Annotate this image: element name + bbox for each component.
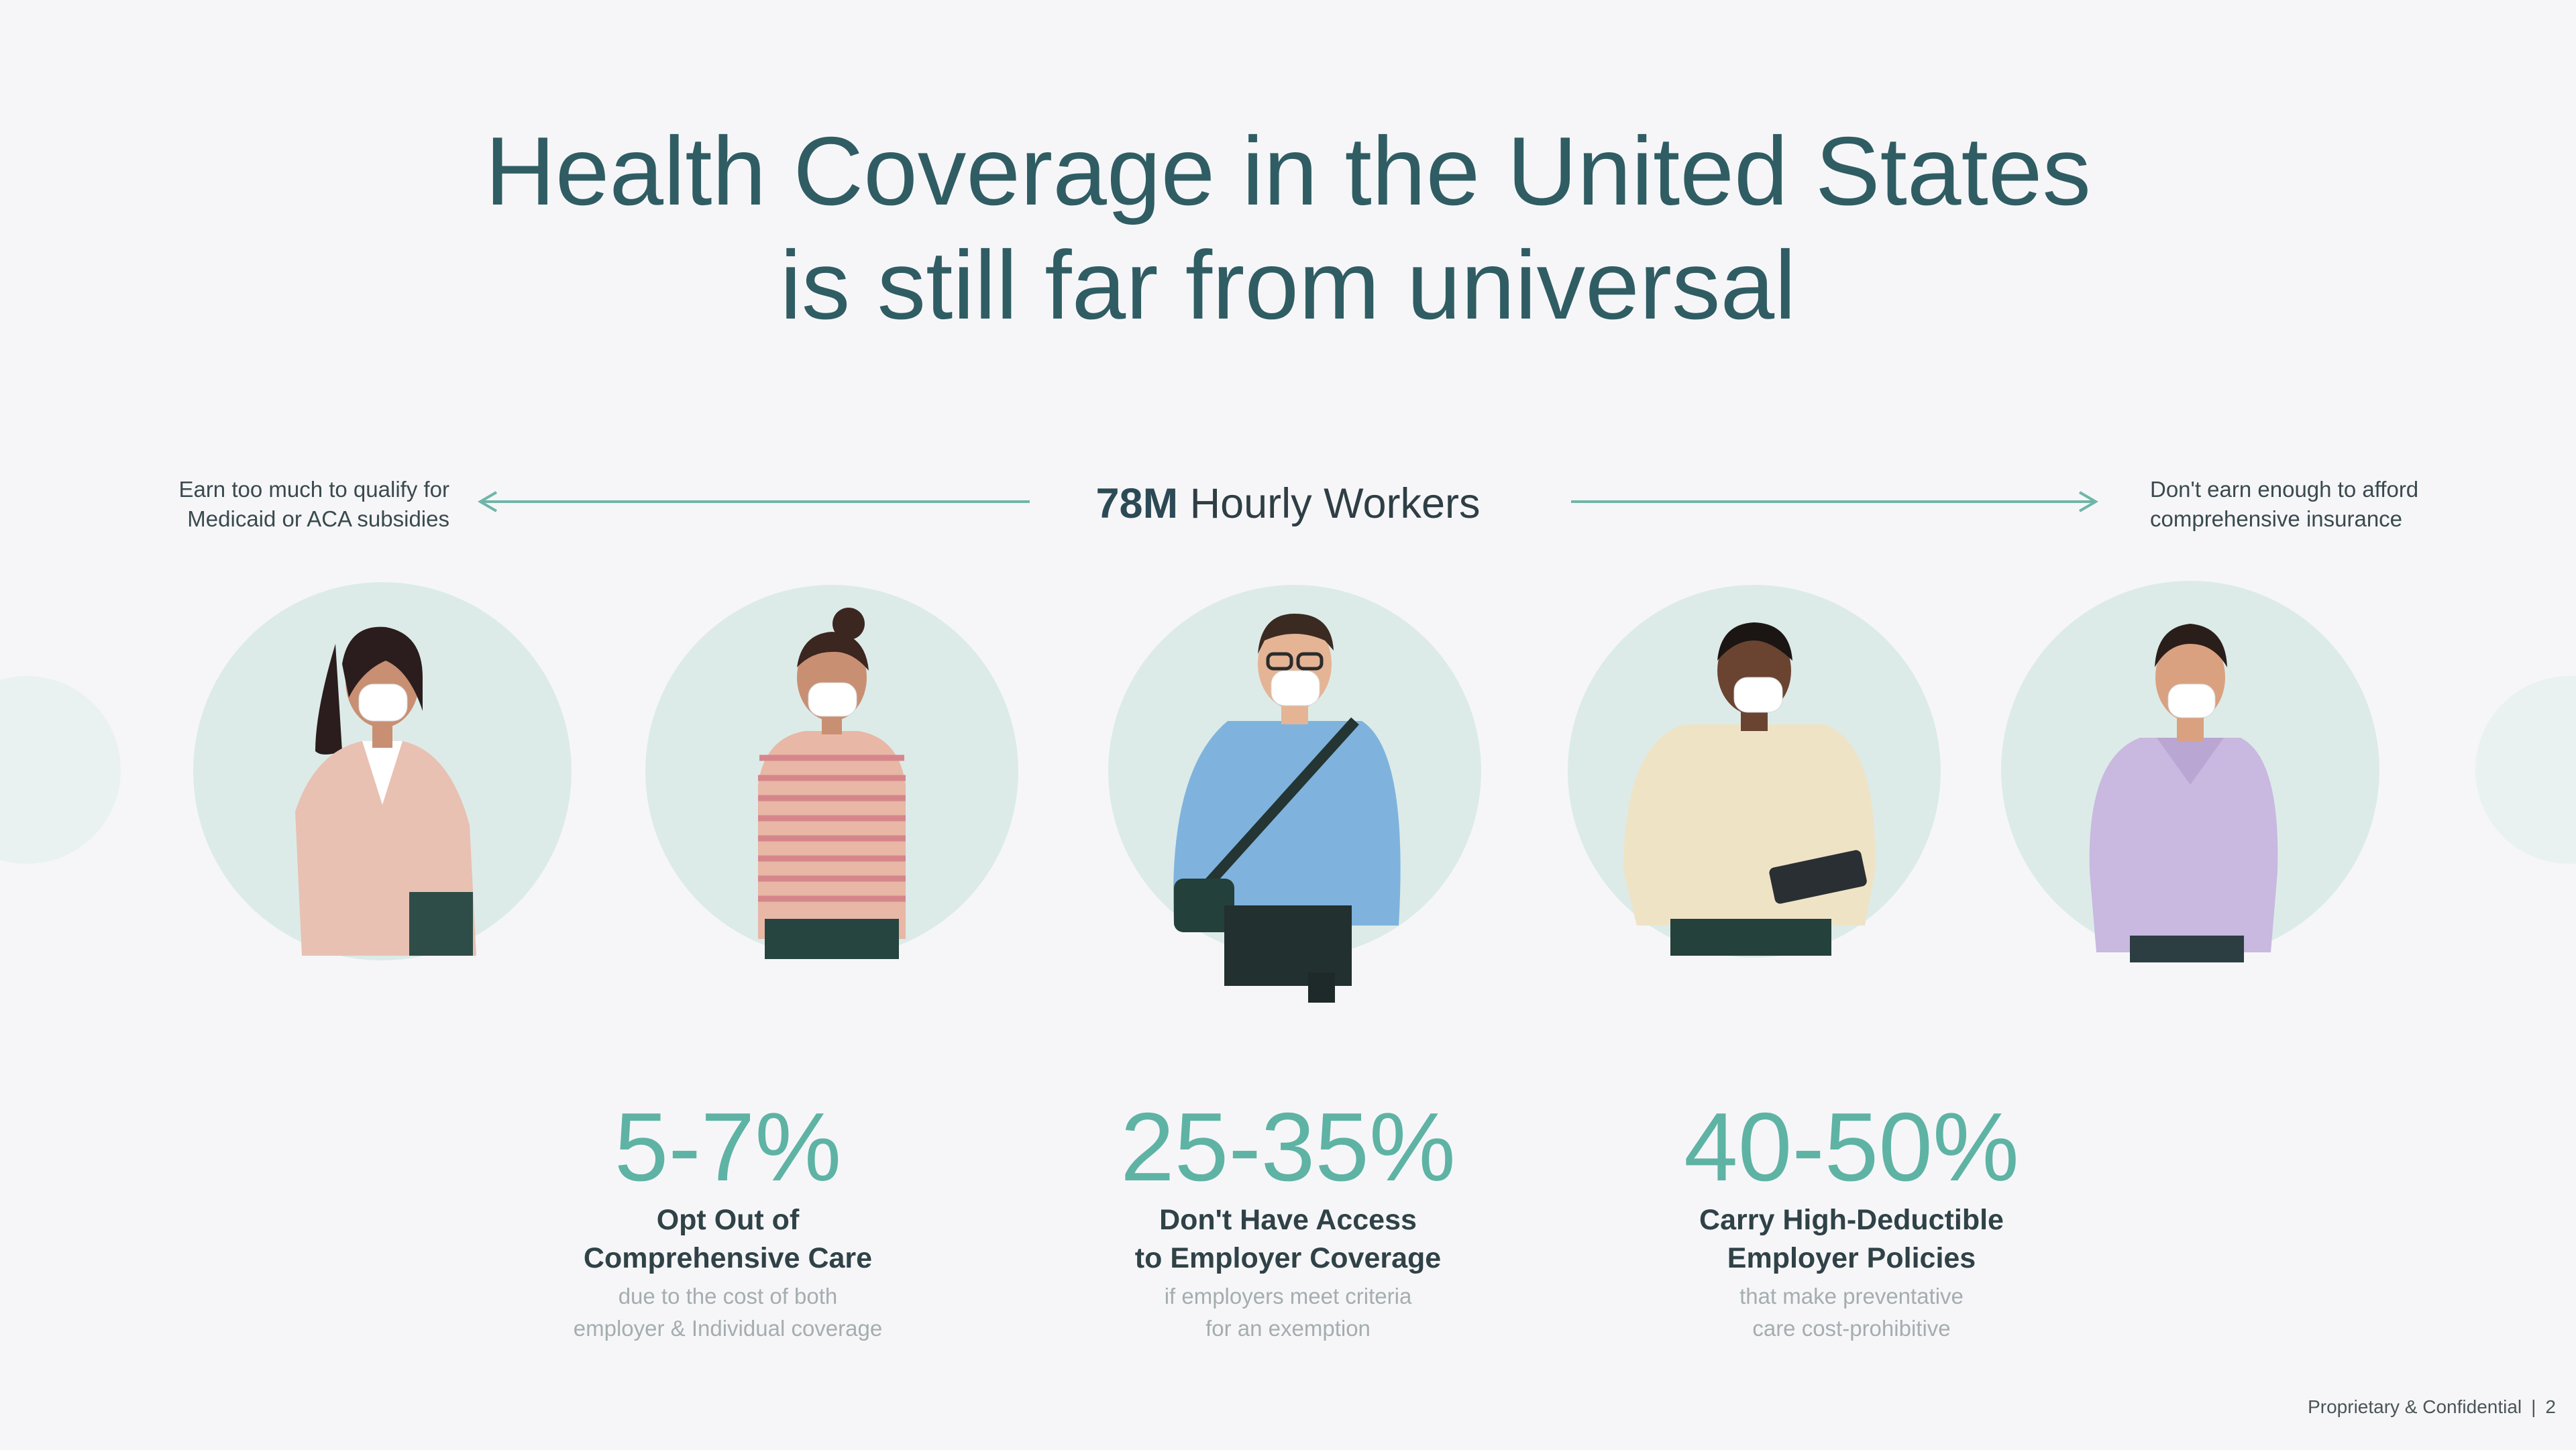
stat-label-line-2: Employer Policies (1727, 1242, 1976, 1274)
right-note-line-1: Don't earn enough to afford (2150, 477, 2419, 502)
right-arrow (1571, 491, 2098, 512)
stat-value: 40-50% (1684, 1093, 2019, 1201)
workers-label: Hourly Workers (1189, 480, 1481, 527)
left-arrow (478, 491, 1030, 512)
edge-circle-left (0, 676, 121, 864)
workers-number: 78M (1095, 480, 1179, 527)
people-illustrations (0, 581, 2576, 1003)
footer-text: Proprietary & Confidential (2308, 1396, 2522, 1417)
man-purple-polo-illustration (2001, 581, 2379, 962)
stat-label-line-2: Comprehensive Care (583, 1242, 873, 1274)
left-note: Earn too much to qualify for Medicaid or… (101, 475, 449, 534)
right-note-line-2: comprehensive insurance (2150, 506, 2403, 531)
right-note: Don't earn enough to afford comprehensiv… (2150, 475, 2499, 534)
footer-separator: | (2531, 1396, 2536, 1417)
stat-sub-line-2: employer & Individual coverage (573, 1316, 883, 1341)
stat-value: 25-35% (1120, 1093, 1456, 1201)
left-note-line-1: Earn too much to qualify for (178, 477, 449, 502)
stat-sub-line-2: for an exemption (1205, 1316, 1371, 1341)
woman-blazer-illustration (193, 582, 572, 960)
stat-sub-line-1: if employers meet criteria (1164, 1284, 1412, 1308)
stat-label-line-2: to Employer Coverage (1134, 1242, 1442, 1274)
page-number: 2 (2545, 1396, 2556, 1417)
footer: Proprietary & Confidential | 2 (2308, 1396, 2556, 1418)
stat-sub-line-2: care cost-prohibitive (1752, 1316, 1951, 1341)
stat-label-line-1: Don't Have Access (1159, 1204, 1417, 1236)
stat-opt-out: 5-7% Opt Out of Comprehensive Care due t… (493, 1097, 963, 1345)
stat-sub-line-1: due to the cost of both (618, 1284, 838, 1308)
stat-label-line-1: Opt Out of (656, 1204, 800, 1236)
edge-circle-right (2475, 676, 2576, 864)
stat-no-access: 25-35% Don't Have Access to Employer Cov… (1053, 1097, 1523, 1345)
stat-value: 5-7% (614, 1093, 842, 1201)
title-line-1: Health Coverage in the United States (485, 117, 2091, 225)
stat-high-deductible: 40-50% Carry High-Deductible Employer Po… (1617, 1097, 2086, 1345)
man-sweater-tablet-illustration (1568, 585, 1941, 958)
hourly-workers-headline: 78M Hourly Workers (1033, 480, 1543, 528)
stat-sub-line-1: that make preventative (1739, 1284, 1964, 1308)
man-blue-shirt-bag-illustration (1108, 585, 1481, 1003)
title-line-2: is still far from universal (780, 231, 1796, 339)
woman-striped-shirt-illustration (645, 585, 1018, 959)
left-note-line-2: Medicaid or ACA subsidies (187, 506, 449, 531)
stat-label-line-1: Carry High-Deductible (1699, 1204, 2004, 1236)
page-title: Health Coverage in the United States is … (0, 114, 2576, 342)
